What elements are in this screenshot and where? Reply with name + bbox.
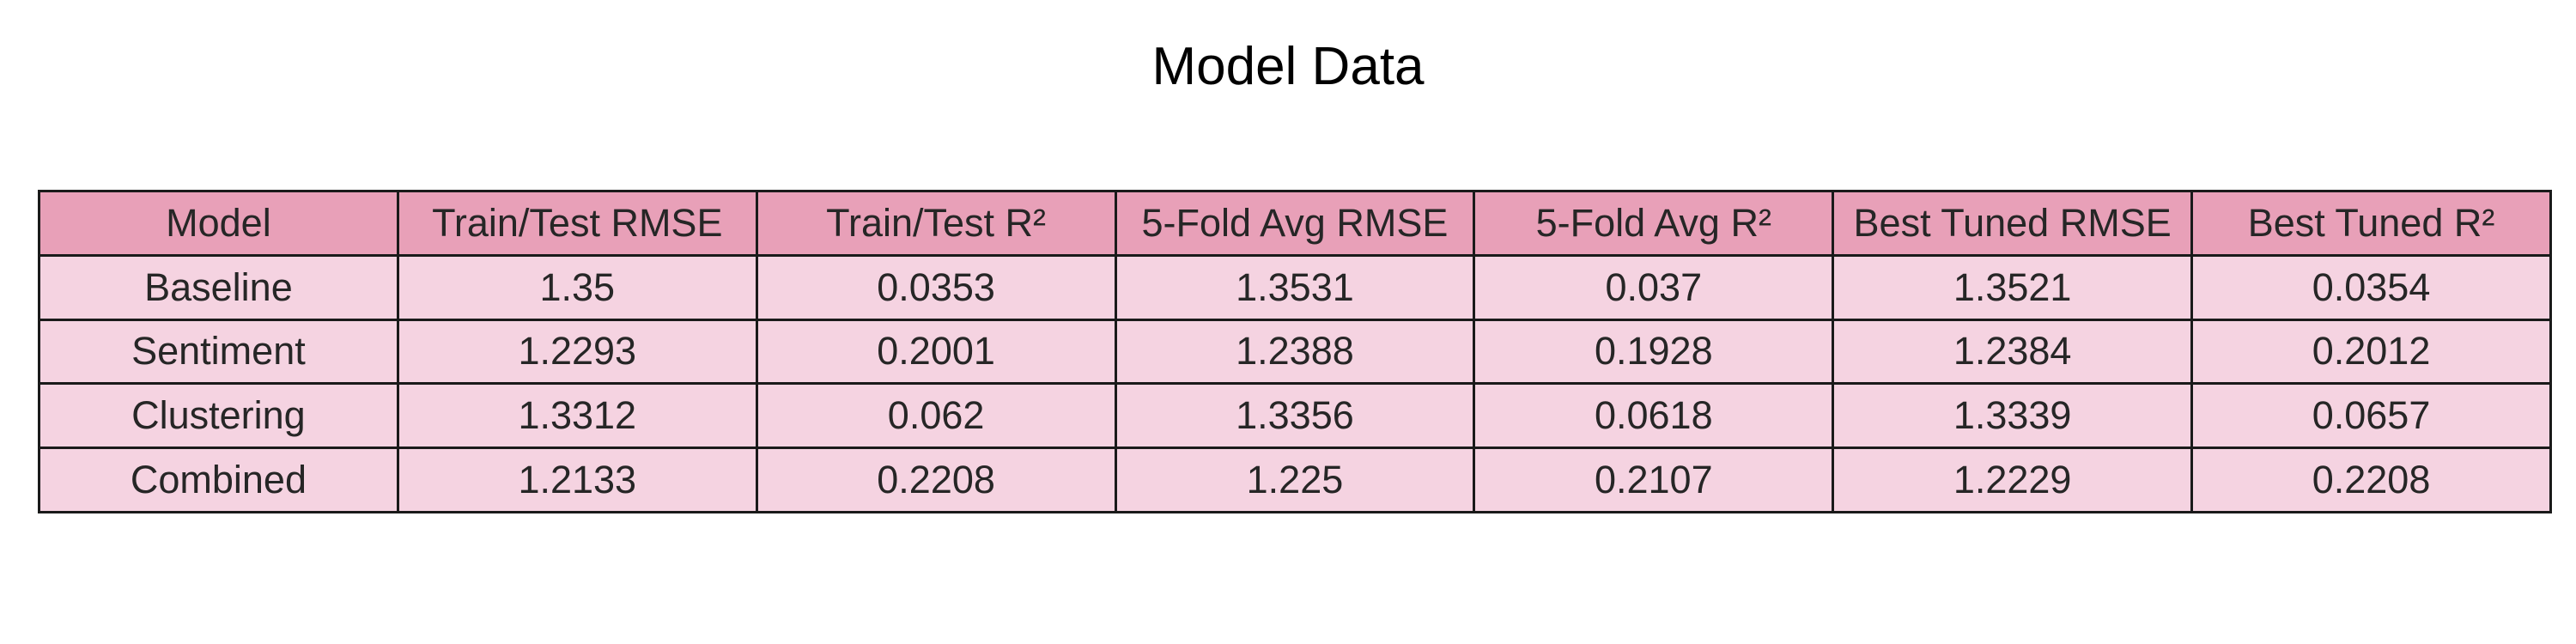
table-cell: 0.2107 [1473, 447, 1835, 513]
table-row: Combined 1.2133 0.2208 1.225 0.2107 1.22… [38, 447, 2552, 513]
chart-title: Model Data [1151, 37, 1425, 96]
table-cell: 0.0618 [1473, 382, 1835, 450]
model-data-table: Model Train/Test RMSE Train/Test R² 5-Fo… [38, 190, 2552, 513]
table-cell: 1.3531 [1114, 253, 1476, 321]
table-row: Clustering 1.3312 0.062 1.3356 0.0618 1.… [38, 382, 2552, 450]
column-header-model: Model [38, 190, 399, 257]
table-cell: 0.2208 [2190, 447, 2552, 513]
table-cell: 1.2384 [1832, 318, 2194, 386]
column-header-best-tuned-rmse: Best Tuned RMSE [1832, 190, 2194, 257]
table-cell: 0.0354 [2190, 253, 2552, 321]
table-cell: Sentiment [38, 318, 399, 386]
table-row: Baseline 1.35 0.0353 1.3531 0.037 1.3521… [38, 253, 2552, 321]
table-cell: Clustering [38, 382, 399, 450]
table-cell: 1.3521 [1832, 253, 2194, 321]
table-cell: 1.2229 [1832, 447, 2194, 513]
table-cell: 1.35 [396, 253, 758, 321]
column-header-train-test-rmse: Train/Test RMSE [396, 190, 758, 257]
table-cell: 1.3356 [1114, 382, 1476, 450]
column-header-train-test-r2: Train/Test R² [755, 190, 1117, 257]
table-header-row: Model Train/Test RMSE Train/Test R² 5-Fo… [38, 190, 2552, 257]
table-cell: 0.2001 [755, 318, 1117, 386]
table-cell: Baseline [38, 253, 399, 321]
table-cell: Combined [38, 447, 399, 513]
table-cell: 1.2133 [396, 447, 758, 513]
table-cell: 1.225 [1114, 447, 1476, 513]
table-cell: 0.0657 [2190, 382, 2552, 450]
table-cell: 0.037 [1473, 253, 1835, 321]
table-cell: 1.2388 [1114, 318, 1476, 386]
table-row: Sentiment 1.2293 0.2001 1.2388 0.1928 1.… [38, 318, 2552, 386]
table-cell: 1.3312 [396, 382, 758, 450]
table-cell: 0.1928 [1473, 318, 1835, 386]
column-header-best-tuned-r2: Best Tuned R² [2190, 190, 2552, 257]
table-cell: 0.2012 [2190, 318, 2552, 386]
table-cell: 1.2293 [396, 318, 758, 386]
column-header-5-fold-avg-rmse: 5-Fold Avg RMSE [1114, 190, 1476, 257]
table-cell: 1.3339 [1832, 382, 2194, 450]
table-cell: 0.2208 [755, 447, 1117, 513]
column-header-5-fold-avg-r2: 5-Fold Avg R² [1473, 190, 1835, 257]
table-cell: 0.062 [755, 382, 1117, 450]
table-cell: 0.0353 [755, 253, 1117, 321]
